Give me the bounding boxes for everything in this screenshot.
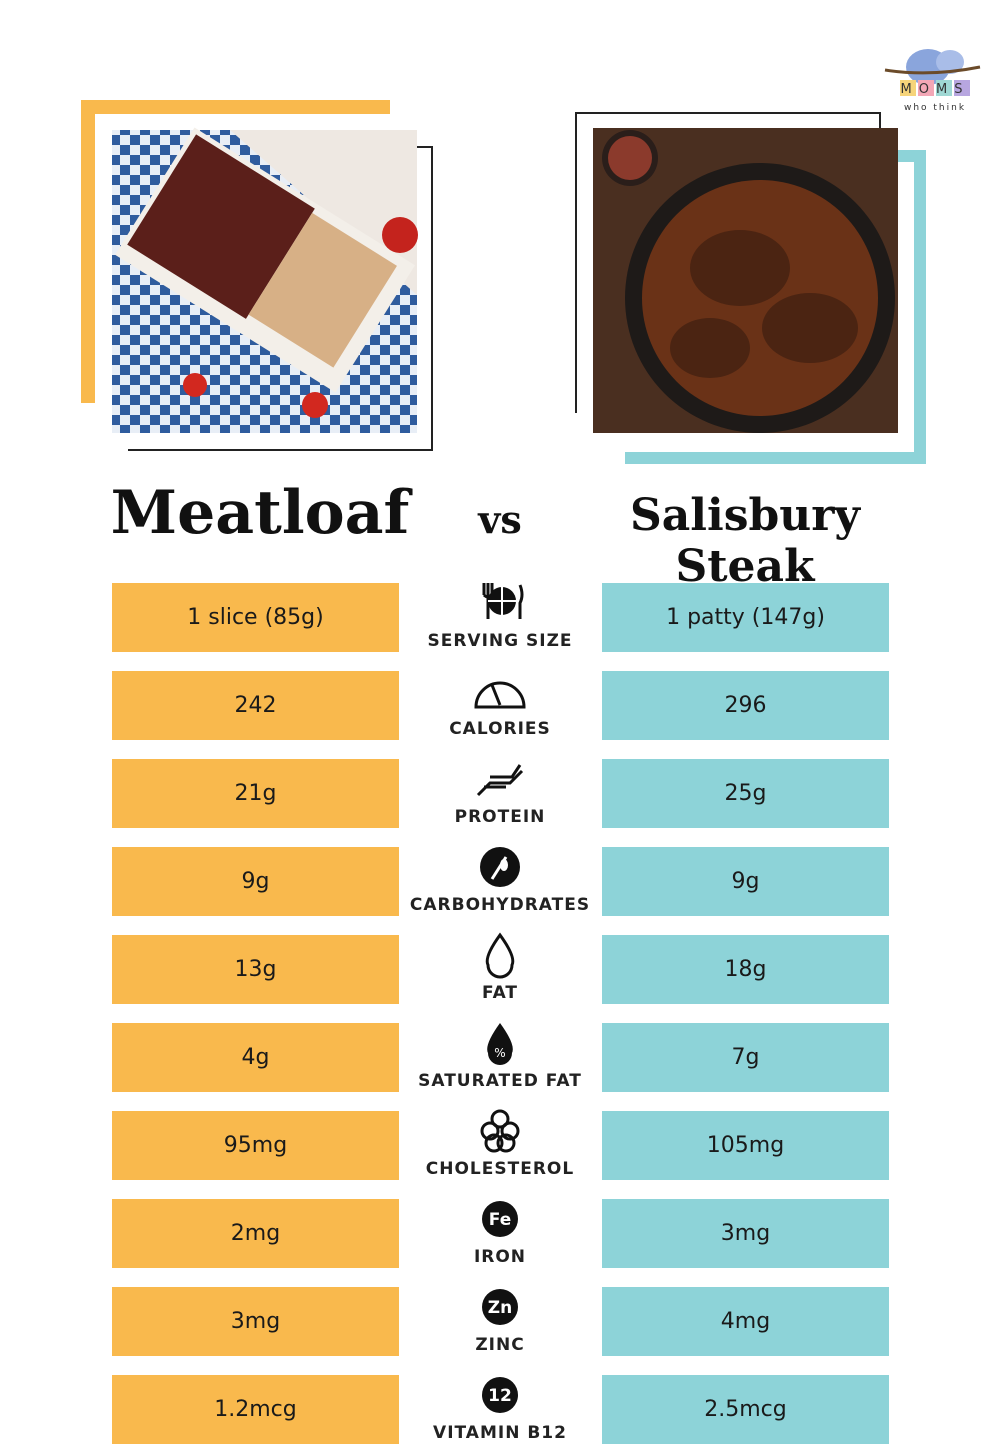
meatloaf-photo xyxy=(81,100,433,451)
row-icon xyxy=(480,1109,520,1153)
right-value: 9g xyxy=(602,847,889,916)
right-value: 4mg xyxy=(602,1287,889,1356)
row-label: PROTEIN xyxy=(454,807,546,827)
left-value: 2mg xyxy=(112,1199,399,1268)
salisbury-photo xyxy=(575,112,926,464)
logo-text: MOMS xyxy=(901,82,970,97)
row-icon xyxy=(476,764,524,797)
row-icon: % xyxy=(487,1023,513,1065)
icon-text: Fe xyxy=(489,1210,511,1230)
row-label: VITAMIN B12 xyxy=(433,1423,567,1443)
logo: MOMS who think xyxy=(884,49,981,113)
icon-text: Zn xyxy=(488,1298,512,1318)
row-label: CHOLESTEROL xyxy=(425,1159,575,1179)
row-icon: 12 xyxy=(482,1377,518,1413)
row-icon: Fe xyxy=(482,1201,518,1237)
left-value: 95mg xyxy=(112,1111,399,1180)
row-label: SERVING SIZE xyxy=(427,631,573,651)
right-value: 3mg xyxy=(602,1199,889,1268)
row-label: CALORIES xyxy=(449,719,551,739)
row-icon xyxy=(474,681,526,709)
logo-tagline: who think xyxy=(904,103,966,113)
left-value: 9g xyxy=(112,847,399,916)
row-label: IRON xyxy=(473,1247,527,1267)
left-value: 1.2mcg xyxy=(112,1375,399,1444)
row-icon xyxy=(482,583,524,619)
right-title: Salisbury Steak xyxy=(630,490,860,592)
svg-text:%: % xyxy=(494,1046,505,1060)
right-value: 25g xyxy=(602,759,889,828)
left-value: 21g xyxy=(112,759,399,828)
row-label: SATURATED FAT xyxy=(418,1071,582,1091)
icon-text: 12 xyxy=(488,1386,512,1406)
row-icon: Zn xyxy=(482,1289,518,1325)
row-icon xyxy=(485,932,515,979)
left-value: 1 slice (85g) xyxy=(112,583,399,652)
left-value: 242 xyxy=(112,671,399,740)
right-value: 18g xyxy=(602,935,889,1004)
left-title: Meatloaf xyxy=(110,478,410,548)
right-value: 7g xyxy=(602,1023,889,1092)
row-label: FAT xyxy=(481,983,519,1003)
right-value: 2.5mcg xyxy=(602,1375,889,1444)
right-value: 1 patty (147g) xyxy=(602,583,889,652)
right-value: 105mg xyxy=(602,1111,889,1180)
left-value: 13g xyxy=(112,935,399,1004)
row-label: CARBOHYDRATES xyxy=(409,895,591,915)
row-label: ZINC xyxy=(475,1335,525,1355)
left-value: 3mg xyxy=(112,1287,399,1356)
right-value: 296 xyxy=(602,671,889,740)
vs: vs xyxy=(478,497,522,542)
left-value: 4g xyxy=(112,1023,399,1092)
row-icon xyxy=(480,847,520,887)
